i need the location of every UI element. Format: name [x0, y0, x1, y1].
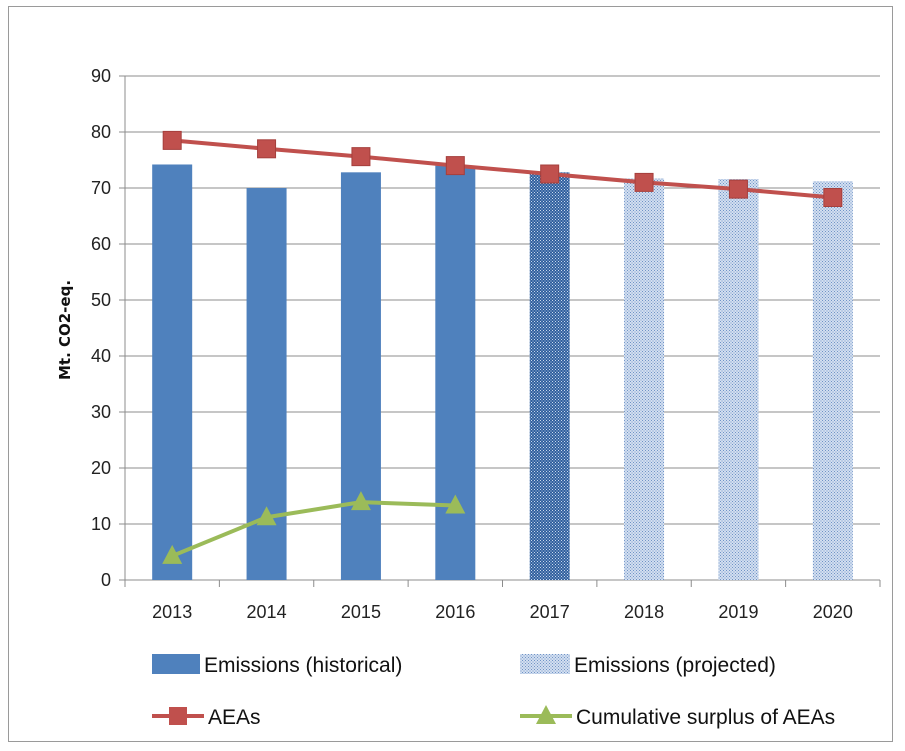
- legend-cumulative-surplus-label: Cumulative surplus of AEAs: [576, 706, 835, 729]
- x-tick-label: 2014: [247, 602, 287, 622]
- bar-projected: [624, 178, 665, 581]
- y-tick-label: 20: [91, 458, 111, 478]
- aeas-marker: [634, 172, 654, 192]
- x-tick-label: 2020: [813, 602, 853, 622]
- x-tick-label: 2017: [530, 602, 570, 622]
- legend-aeas-marker: [169, 707, 187, 725]
- bar-projected: [529, 172, 570, 580]
- y-tick-label: 90: [91, 66, 111, 86]
- bars: [152, 164, 853, 581]
- aeas-marker: [540, 164, 560, 184]
- legend-cumulative-surplus-marker: [536, 705, 556, 724]
- aeas-marker: [445, 156, 465, 176]
- aeas-line: [172, 138, 833, 200]
- lines: [162, 130, 843, 564]
- bar-historical: [340, 172, 381, 580]
- legend-aeas-label: AEAs: [208, 706, 261, 729]
- bar-projected: [812, 181, 853, 580]
- cumulative-surplus-marker: [162, 544, 183, 564]
- x-tick-label: 2013: [152, 602, 192, 622]
- bar-historical: [435, 165, 476, 580]
- aeas-marker: [823, 188, 843, 208]
- y-tick-label: 0: [101, 570, 111, 590]
- bar-projected: [718, 179, 759, 581]
- axes: [119, 75, 881, 587]
- legend-emissions-historical-swatch: [152, 654, 200, 674]
- x-tick-label: 2019: [718, 602, 758, 622]
- y-tick-label: 50: [91, 290, 111, 310]
- aeas-marker: [728, 179, 748, 199]
- x-tick-label: 2015: [341, 602, 381, 622]
- y-tick-label: 30: [91, 402, 111, 422]
- gridlines: [125, 75, 880, 525]
- legend-emissions-historical-label: Emissions (historical): [204, 654, 402, 677]
- legend-emissions-projected-label: Emissions (projected): [574, 654, 776, 677]
- aeas-marker: [257, 139, 277, 159]
- cumulative-surplus-marker: [256, 506, 277, 526]
- tick-labels: 0 10 20 30 40 50 60 70 80 90 2013 2014 2015 2016 2017 2…: [91, 66, 853, 622]
- y-tick-label: 40: [91, 346, 111, 366]
- y-tick-label: 60: [91, 234, 111, 254]
- cumulative-surplus-marker: [445, 494, 466, 514]
- x-tick-label: 2016: [435, 602, 475, 622]
- y-tick-label: 70: [91, 178, 111, 198]
- y-axis-title: Mt. CO2-eq.: [56, 280, 74, 380]
- cumulative-surplus-marker: [350, 491, 371, 511]
- y-tick-label: 80: [91, 122, 111, 142]
- cumulative-surplus-line: [171, 500, 456, 558]
- legend-emissions-projected-swatch: [520, 654, 570, 674]
- bar-historical: [152, 164, 193, 581]
- aeas-marker: [351, 147, 371, 167]
- y-tick-label: 10: [91, 514, 111, 534]
- x-tick-label: 2018: [624, 602, 664, 622]
- legend: Emissions (historical) Emissions (project…: [152, 654, 835, 729]
- aeas-marker: [162, 130, 182, 150]
